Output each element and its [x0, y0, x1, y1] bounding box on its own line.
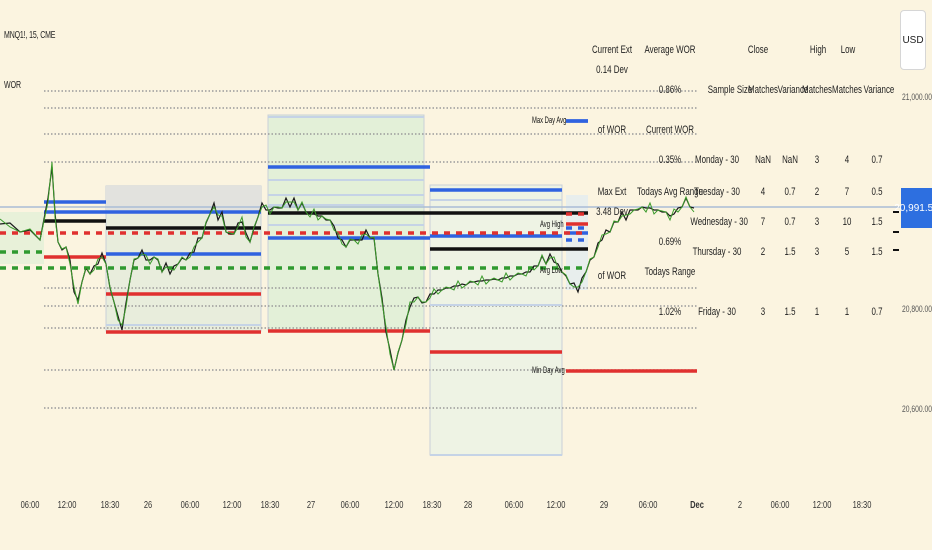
time-axis-label: 12:00	[812, 500, 832, 511]
sample-size-header: Sample Size	[707, 84, 753, 96]
stats-cell-close-var: 1.5	[784, 246, 796, 258]
stats-cell-low: 1	[844, 306, 850, 318]
time-axis-label: 26	[143, 500, 153, 511]
low-matches-header: Matches	[832, 84, 862, 96]
max-ext-label: Max Ext	[597, 186, 627, 198]
stats-cell-low: 7	[844, 186, 850, 198]
close-variance-header: Variance	[777, 84, 809, 96]
stats-cell-high: 1	[814, 306, 820, 318]
current-ext-label: Current Ext	[591, 44, 633, 56]
stats-cell-low: 4	[844, 154, 850, 166]
price-axis-label: 21,000.00	[902, 92, 932, 102]
time-axis-label: 06:00	[770, 500, 790, 511]
time-axis-label: 06:00	[180, 500, 200, 511]
session-box	[429, 184, 563, 456]
todays-avg-range-value: 0.69%	[658, 236, 682, 248]
time-axis-label: 12:00	[222, 500, 242, 511]
time-axis-label: 06:00	[20, 500, 40, 511]
stats-cell-low: 5	[844, 246, 850, 258]
time-axis-label: 29	[599, 500, 609, 511]
time-axis-label: 28	[463, 500, 473, 511]
stats-cell-var: 1.5	[871, 216, 883, 228]
stats-cell-var: 1.5	[871, 246, 883, 258]
stats-cell-high: 3	[814, 216, 820, 228]
stats-cell-day: Friday - 30	[698, 306, 736, 318]
time-axis-label: 18:30	[100, 500, 120, 511]
stats-cell-day: Wednesday - 30	[690, 216, 748, 228]
stats-cell-var: 0.5	[871, 186, 883, 198]
average-wor-label: Average WOR	[644, 44, 696, 56]
stats-cell-close-var: 1.5	[784, 306, 796, 318]
stats-cell-close: 2	[760, 246, 766, 258]
time-axis-label: 06:00	[504, 500, 524, 511]
stats-cell-high: 2	[814, 186, 820, 198]
time-axis-label: 18:30	[852, 500, 872, 511]
avg-low-label: Avg Low	[540, 265, 563, 275]
time-axis-label: 06:00	[340, 500, 360, 511]
stats-cell-var: 0.7	[871, 154, 883, 166]
time-axis-label: 06:00	[638, 500, 658, 511]
price-series-highlight	[0, 161, 695, 371]
session-box	[106, 186, 261, 210]
avg-high-label: Avg High	[540, 219, 564, 229]
stats-cell-day: Monday - 30	[694, 154, 740, 166]
session-box	[0, 212, 44, 264]
session-box	[566, 195, 588, 290]
max-ext-value: 3.48 Dev	[596, 206, 628, 218]
ticker-label: MNQ1!, 15, CME	[4, 30, 56, 41]
stats-cell-close: 3	[760, 306, 766, 318]
price-axis-label: 20,800.00	[902, 304, 932, 314]
stats-cell-close-var: NaN	[782, 154, 798, 166]
high-matches-header: Matches	[802, 84, 832, 96]
average-wor-value: 0.86%	[658, 84, 682, 96]
max-day-avg-label: Max Day Avg	[532, 115, 567, 125]
stats-cell-high: 3	[814, 154, 820, 166]
current-ext-value: 0.14 Dev	[596, 64, 628, 76]
indicator-label: WOR	[4, 80, 22, 91]
low-variance-header: Variance	[863, 84, 895, 96]
current-wor-value: 0.35%	[658, 154, 682, 166]
currency-button[interactable]: USD	[900, 10, 926, 70]
stats-cell-low: 10	[842, 216, 852, 228]
current-ext-of: of WOR	[597, 124, 627, 136]
stats-cell-close: 7	[760, 216, 766, 228]
todays-range-label: Todays Range	[644, 266, 696, 278]
time-axis-label: 27	[306, 500, 316, 511]
time-axis-label: Dec	[690, 500, 704, 511]
max-ext-of: of WOR	[597, 270, 627, 282]
todays-range-value: 1.02%	[658, 306, 682, 318]
price-scale-marks	[893, 211, 899, 251]
stats-cell-day: Thursday - 30	[692, 246, 742, 258]
stats-cell-close-var: 0.7	[784, 186, 796, 198]
stats-cell-close-var: 0.7	[784, 216, 796, 228]
high-header: High	[809, 44, 827, 56]
price-axis-label: 20,600.00	[902, 404, 932, 414]
current-wor-label: Current WOR	[646, 124, 694, 136]
stats-cell-close: 4	[760, 186, 766, 198]
time-axis-label: 12:00	[546, 500, 566, 511]
session-box	[267, 114, 425, 331]
stats-cell-day: Tuesday - 30	[694, 186, 740, 198]
stats-cell-close: NaN	[755, 154, 771, 166]
close-matches-header: Matches	[748, 84, 778, 96]
level-bands	[0, 116, 932, 456]
time-axis-label: 12:00	[384, 500, 404, 511]
time-axis-label: 2	[737, 500, 743, 511]
current-price-badge: 20,991.50	[894, 188, 932, 228]
low-header: Low	[840, 44, 856, 56]
stats-cell-var: 0.7	[871, 306, 883, 318]
todays-avg-range-label: Todays Avg Range	[637, 186, 703, 198]
dashed-levels	[0, 212, 588, 270]
min-day-avg-label: Min Day Avg	[532, 365, 565, 375]
stats-cell-high: 3	[814, 246, 820, 258]
time-axis-label: 12:00	[57, 500, 77, 511]
close-header: Close	[747, 44, 769, 56]
time-axis-label: 18:30	[260, 500, 280, 511]
time-axis-label: 18:30	[422, 500, 442, 511]
dotted-levels	[44, 90, 697, 409]
